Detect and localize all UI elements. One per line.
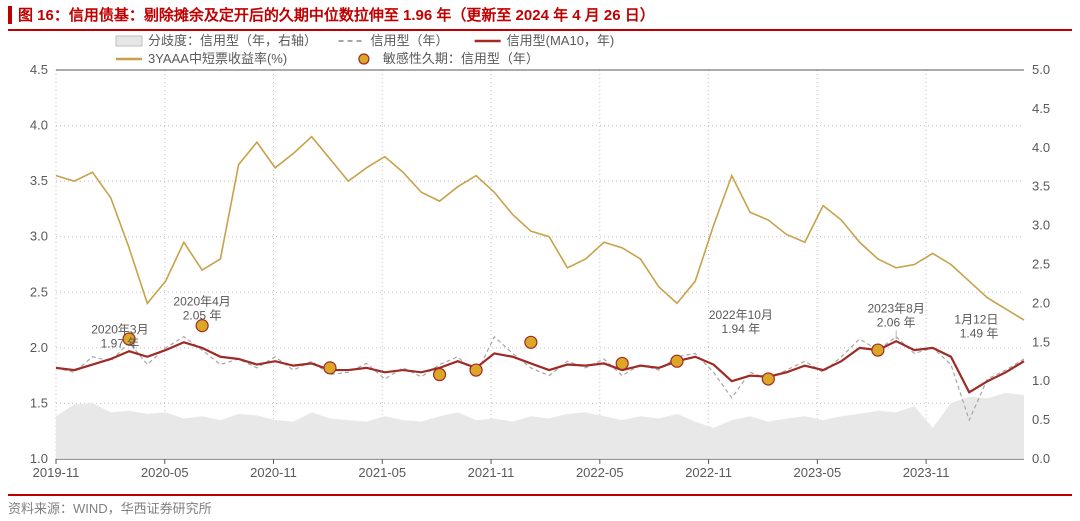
- svg-text:2.5: 2.5: [30, 284, 48, 299]
- svg-text:4.0: 4.0: [30, 118, 48, 133]
- svg-text:1.97 年: 1.97 年: [101, 336, 140, 350]
- svg-text:2021-11: 2021-11: [468, 465, 515, 480]
- svg-text:0.0: 0.0: [1032, 451, 1050, 466]
- svg-text:分歧度：信用型（年，右轴）: 分歧度：信用型（年，右轴）: [148, 33, 317, 48]
- svg-text:2020-05: 2020-05: [141, 465, 189, 480]
- svg-text:2023-11: 2023-11: [903, 465, 950, 480]
- svg-text:2021-05: 2021-05: [358, 465, 406, 480]
- chart-container: 1.0 1.5 2.0 2.5 3.0 3.5 4.0 4.5 0.0 0.5 1.0 1.5 2.0 2…: [8, 32, 1072, 489]
- svg-text:5.0: 5.0: [1032, 62, 1050, 77]
- svg-text:2023-05: 2023-05: [793, 465, 841, 480]
- svg-text:1.94 年: 1.94 年: [722, 322, 761, 336]
- source-text: 资料来源：WIND，华西证券研究所: [8, 498, 1072, 517]
- title-accent-bar: [8, 6, 12, 24]
- svg-text:4.5: 4.5: [1032, 101, 1050, 116]
- svg-text:2020-11: 2020-11: [250, 465, 297, 480]
- svg-text:2022-11: 2022-11: [685, 465, 732, 480]
- svg-text:3.0: 3.0: [1032, 218, 1050, 233]
- source-underline: [8, 494, 1072, 496]
- source-row: 资料来源：WIND，华西证券研究所: [0, 492, 1080, 521]
- svg-text:3.0: 3.0: [30, 229, 48, 244]
- svg-text:0.5: 0.5: [1032, 412, 1050, 427]
- svg-text:1.49 年: 1.49 年: [960, 326, 999, 340]
- svg-text:2023年8月: 2023年8月: [867, 301, 924, 315]
- svg-text:3YAAA中短票收益率(%): 3YAAA中短票收益率(%): [148, 51, 287, 66]
- svg-text:2.05 年: 2.05 年: [183, 309, 222, 323]
- svg-text:3.5: 3.5: [1032, 179, 1050, 194]
- svg-text:敏感性久期：信用型（年）: 敏感性久期：信用型（年）: [383, 51, 539, 66]
- svg-text:2020年3月: 2020年3月: [91, 322, 148, 336]
- svg-text:1.0: 1.0: [30, 451, 48, 466]
- title-underline: [8, 29, 1072, 31]
- svg-text:2020年4月: 2020年4月: [173, 295, 230, 309]
- svg-text:1月12日: 1月12日: [954, 312, 998, 326]
- line-chart: 1.0 1.5 2.0 2.5 3.0 3.5 4.0 4.5 0.0 0.5 1.0 1.5 2.0 2…: [8, 32, 1072, 489]
- svg-text:1.5: 1.5: [30, 395, 48, 410]
- svg-text:2022-05: 2022-05: [576, 465, 624, 480]
- figure-title-row: 图 16：信用债基：剔除摊余及定开后的久期中位数拉伸至 1.96 年（更新至 2…: [0, 0, 1080, 27]
- svg-text:2019-11: 2019-11: [33, 465, 80, 480]
- svg-text:2.06 年: 2.06 年: [877, 315, 916, 329]
- svg-text:1.5: 1.5: [1032, 334, 1050, 349]
- svg-text:信用型(MA10，年): 信用型(MA10，年): [507, 33, 615, 48]
- svg-text:2022年10月: 2022年10月: [709, 308, 773, 322]
- svg-text:4.0: 4.0: [1032, 140, 1050, 155]
- svg-text:3.5: 3.5: [30, 173, 48, 188]
- svg-text:2.0: 2.0: [30, 340, 48, 355]
- svg-text:2.5: 2.5: [1032, 257, 1050, 272]
- svg-text:2.0: 2.0: [1032, 295, 1050, 310]
- svg-text:信用型（年）: 信用型（年）: [371, 33, 449, 48]
- svg-text:1.0: 1.0: [1032, 373, 1050, 388]
- figure-title: 图 16：信用债基：剔除摊余及定开后的久期中位数拉伸至 1.96 年（更新至 2…: [18, 4, 655, 25]
- svg-text:4.5: 4.5: [30, 62, 48, 77]
